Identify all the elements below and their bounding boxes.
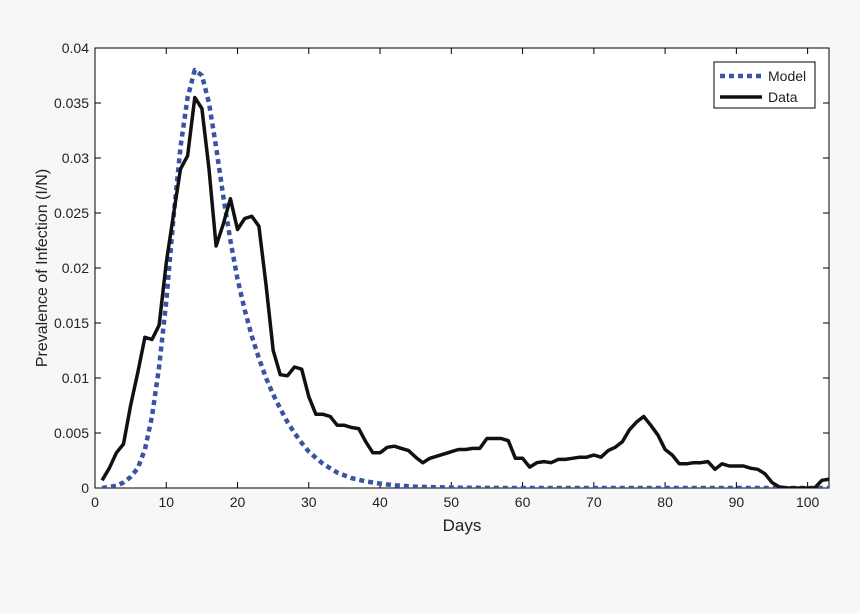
x-tick-label: 10: [158, 494, 174, 510]
x-tick-label: 70: [586, 494, 602, 510]
x-tick-label: 60: [515, 494, 531, 510]
y-tick-label: 0: [81, 480, 89, 496]
x-tick-label: 50: [444, 494, 460, 510]
x-axis: 0 10 20 30 40 50 60 70 80 90 100: [91, 48, 820, 510]
plot-area: [94, 47, 830, 489]
x-tick-label: 30: [301, 494, 317, 510]
x-tick-label: 40: [372, 494, 388, 510]
y-tick-label: 0.025: [54, 205, 89, 221]
y-tick-label: 0.005: [54, 425, 89, 441]
series-line-data: [100, 95, 829, 488]
legend-box: [713, 61, 816, 109]
legend-label-model: Model: [768, 68, 806, 84]
y-axis: 0 0.005 0.01 0.015 0.02 0.025 0.03 0.035 0.04: [54, 40, 829, 496]
y-tick-label: 0.03: [62, 150, 89, 166]
y-tick-label: 0.035: [54, 95, 89, 111]
y-tick-label: 0.02: [62, 260, 89, 276]
legend: Model Data: [713, 61, 816, 109]
y-tick-label: 0.04: [62, 40, 89, 56]
y-tick-label: 0.01: [62, 370, 89, 386]
y-tick-label: 0.015: [54, 315, 89, 331]
x-tick-label: 80: [657, 494, 673, 510]
x-tick-label: 100: [796, 494, 820, 510]
x-tick-label: 90: [729, 494, 745, 510]
legend-label-data: Data: [768, 89, 798, 105]
series-layer: [100, 67, 829, 488]
x-axis-label: Days: [443, 516, 482, 535]
x-tick-label: 20: [230, 494, 246, 510]
x-tick-label: 0: [91, 494, 99, 510]
y-axis-label: Prevalence of Infection (I/N): [34, 169, 51, 367]
